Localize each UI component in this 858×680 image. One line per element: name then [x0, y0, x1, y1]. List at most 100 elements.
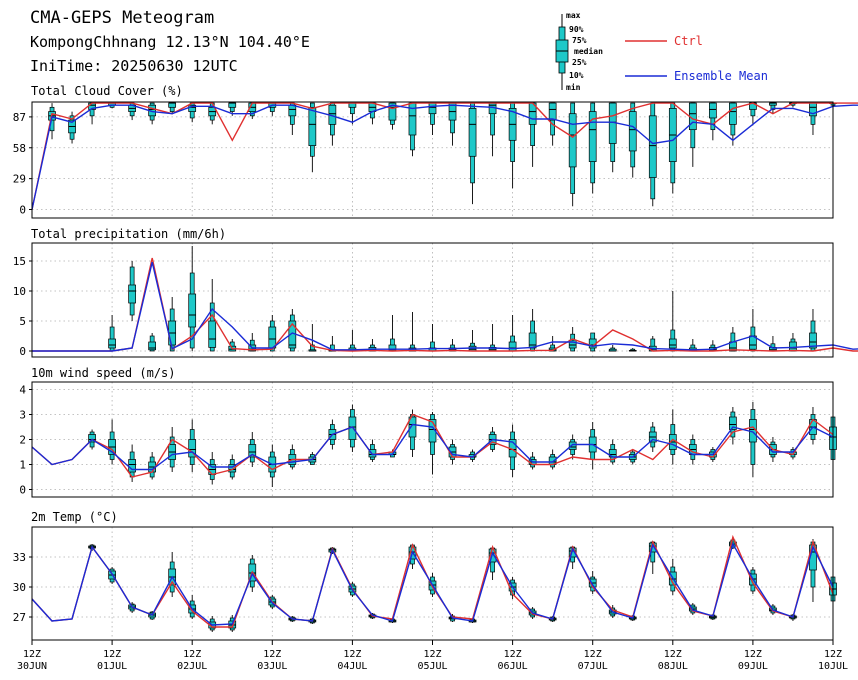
x-tick-label-hour: 12Z	[824, 649, 842, 660]
box-inner	[188, 104, 197, 112]
box-inner	[108, 338, 116, 349]
box-inner	[228, 102, 237, 108]
y-tick-label: 10	[13, 285, 26, 298]
panel-frame	[31, 101, 834, 219]
legend-label-90: 90%	[569, 25, 584, 34]
y-tick-label: 58	[13, 142, 26, 155]
x-tick-label-hour: 12Z	[23, 649, 41, 660]
y-tick-label: 5	[19, 315, 26, 328]
ensemble-mean-line	[32, 262, 858, 352]
y-tick-label: 2	[19, 434, 26, 447]
x-tick-label-hour: 12Z	[584, 649, 602, 660]
y-tick-label: 87	[13, 111, 26, 124]
box-inner	[548, 102, 557, 121]
box-inner	[188, 293, 197, 328]
ensemble-mean-line	[31, 542, 834, 626]
panel-3: 27 30 33	[13, 526, 837, 641]
box-inner	[729, 102, 737, 125]
x-tick-label-date: 04JUL	[337, 661, 367, 672]
panel-title-precip: Total precipitation (mm/6h)	[31, 227, 227, 241]
location-label: KompongChhnang 12.13°N 104.40°E	[30, 33, 310, 51]
box-inner	[789, 341, 797, 352]
legend-label-25: 25%	[572, 58, 587, 67]
box-inner	[729, 416, 737, 430]
box-inner	[168, 102, 177, 108]
box-inner	[568, 339, 577, 349]
box-inner	[468, 108, 477, 157]
box-inner	[388, 102, 397, 121]
y-tick-label: 4	[19, 384, 26, 397]
x-tick-label-date: 08JUL	[658, 661, 688, 672]
x-tick-label-date: 01JUL	[97, 661, 127, 672]
box-inner	[128, 284, 136, 304]
y-tick-label: 0	[19, 484, 26, 497]
x-tick-label-date: 03JUL	[257, 661, 287, 672]
box-inner	[208, 320, 217, 348]
box-inner	[628, 111, 637, 152]
box-inner	[268, 326, 277, 349]
y-tick-label: 33	[13, 551, 26, 564]
panel-1: 0 5 10 15	[13, 242, 858, 358]
box-inner	[88, 434, 96, 443]
ensemble-mean-line	[31, 423, 834, 471]
x-tick-label-hour: 12Z	[744, 649, 762, 660]
legend-ctrl-label: Ctrl	[674, 34, 703, 48]
y-tick-label: 1	[19, 459, 26, 472]
box-inner	[648, 115, 657, 178]
panel-0: 0 29 58 87	[13, 101, 858, 219]
legend-label-75: 75%	[572, 36, 587, 45]
box-inner	[708, 102, 717, 119]
x-tick-label-hour: 12Z	[183, 649, 201, 660]
legend-label-max: max	[566, 11, 581, 20]
ensemble-mean-line	[31, 104, 858, 210]
init-time-label: IniTime: 20250630 12UTC	[30, 57, 238, 75]
box-inner	[248, 444, 257, 458]
y-tick-label: 3	[19, 409, 26, 422]
panel-title-wind: 10m wind speed (m/s)	[31, 366, 176, 380]
legend-label-min: min	[566, 83, 581, 92]
x-tick-label-date: 09JUL	[738, 661, 768, 672]
box-inner	[668, 338, 677, 349]
x-tick-label-hour: 12Z	[103, 649, 121, 660]
x-tick-label-hour: 12Z	[423, 649, 441, 660]
y-tick-label: 29	[13, 173, 26, 186]
box-inner	[588, 111, 597, 162]
box-inner	[528, 332, 537, 349]
y-tick-label: 0	[19, 203, 26, 216]
y-tick-label: 15	[13, 255, 26, 268]
panel-title-cloud: Total Cloud Cover (%)	[31, 84, 183, 98]
x-tick-label-date: 06JUL	[498, 661, 528, 672]
box-inner	[228, 464, 237, 473]
box-inner	[568, 441, 577, 450]
legend-label-10: 10%	[569, 71, 584, 80]
panel-frame	[31, 242, 834, 358]
box-inner	[368, 449, 377, 458]
x-tick-label-date: 07JUL	[578, 661, 608, 672]
legend-label-median: median	[574, 47, 603, 56]
x-tick-label-hour: 12Z	[664, 649, 682, 660]
panel-2: 0 1 2 3 4	[19, 381, 837, 498]
box-inner	[508, 341, 517, 352]
y-tick-label: 27	[13, 611, 26, 624]
y-tick-label: 0	[19, 345, 26, 358]
x-tick-label-date: 05JUL	[417, 661, 447, 672]
box-inner	[809, 332, 817, 349]
x-tick-label-hour: 12Z	[343, 649, 361, 660]
y-tick-label: 30	[13, 581, 26, 594]
box-inner	[568, 113, 577, 168]
box-inner	[188, 439, 197, 458]
chart-title: CMA-GEPS Meteogram	[30, 8, 215, 28]
box-inner	[308, 106, 317, 146]
x-tick-label-hour: 12Z	[504, 649, 522, 660]
box-inner	[288, 104, 297, 117]
x-tick-label-hour: 12Z	[263, 649, 281, 660]
box-inner	[428, 102, 437, 115]
box-inner	[408, 416, 417, 438]
box-inner	[148, 341, 156, 351]
panel-title-temp: 2m Temp (°C)	[31, 510, 118, 524]
x-tick-label-date: 02JUL	[177, 661, 207, 672]
ctrl-series-line	[31, 413, 834, 478]
legend-mean-label: Ensemble Mean	[674, 69, 768, 83]
x-tick-label-date: 30JUN	[17, 661, 47, 672]
